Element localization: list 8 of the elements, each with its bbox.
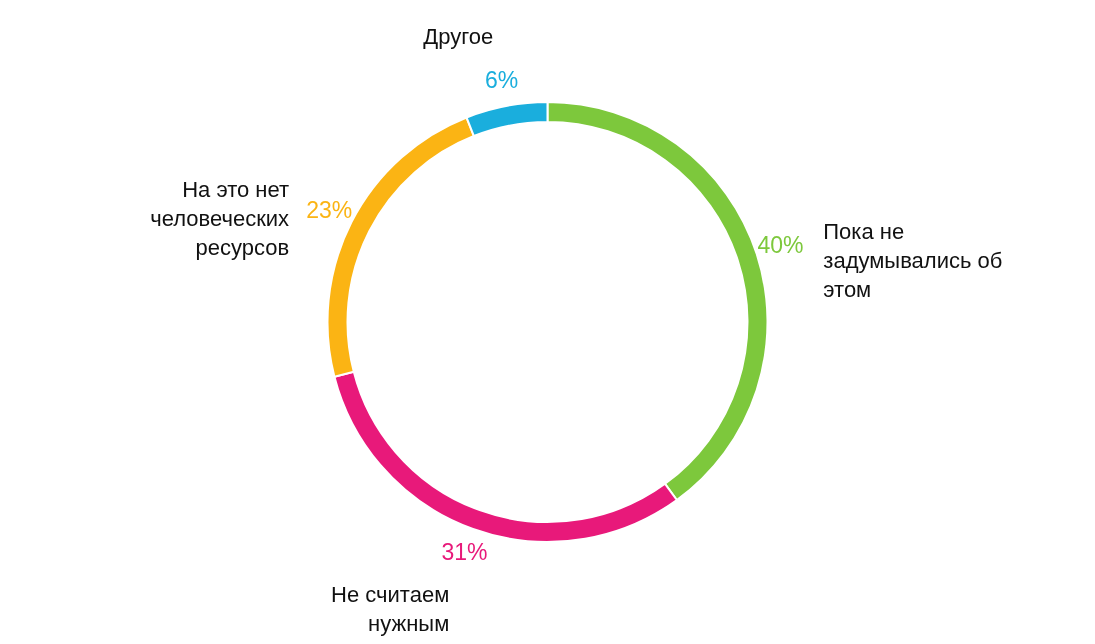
slice-label: Другое bbox=[423, 24, 494, 50]
data-label: 40% bbox=[757, 232, 804, 259]
data-label: 6% bbox=[484, 67, 519, 94]
slice-label: Не считаем нужным bbox=[331, 581, 450, 636]
data-label: 31% bbox=[441, 538, 488, 565]
slice-label: Пока не задумывались об этом bbox=[823, 219, 1003, 303]
slice-label: На это нет человеческих ресурсов bbox=[150, 177, 290, 261]
data-label: 23% bbox=[306, 196, 353, 223]
